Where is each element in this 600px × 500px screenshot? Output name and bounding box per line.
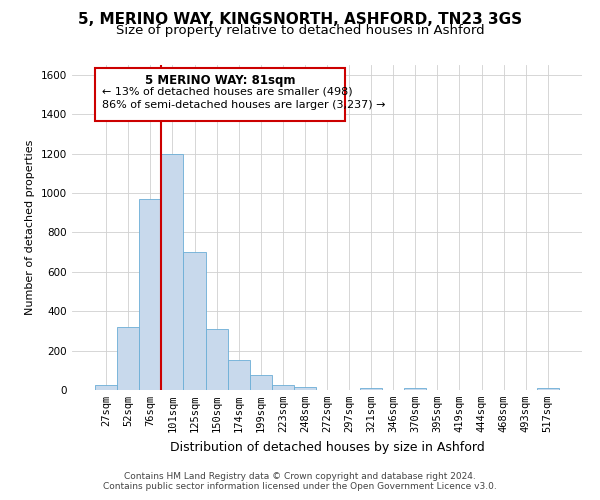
Text: 86% of semi-detached houses are larger (3,237) →: 86% of semi-detached houses are larger (…	[102, 100, 385, 110]
Bar	[272, 385, 294, 390]
Bar	[404, 388, 427, 390]
Bar	[95, 385, 117, 390]
Bar	[537, 388, 559, 390]
Text: 5, MERINO WAY, KINGSNORTH, ASHFORD, TN23 3GS: 5, MERINO WAY, KINGSNORTH, ASHFORD, TN23…	[78, 12, 522, 28]
Bar	[206, 329, 227, 390]
Bar	[250, 375, 272, 390]
Text: ← 13% of detached houses are smaller (498): ← 13% of detached houses are smaller (49…	[102, 86, 352, 97]
Bar	[184, 252, 206, 390]
Bar	[360, 388, 382, 390]
FancyBboxPatch shape	[95, 68, 344, 121]
Bar	[294, 387, 316, 390]
Text: Contains HM Land Registry data © Crown copyright and database right 2024.: Contains HM Land Registry data © Crown c…	[124, 472, 476, 481]
Bar	[227, 360, 250, 390]
Text: Contains public sector information licensed under the Open Government Licence v3: Contains public sector information licen…	[103, 482, 497, 491]
Text: Size of property relative to detached houses in Ashford: Size of property relative to detached ho…	[116, 24, 484, 37]
Bar	[161, 154, 184, 390]
Bar	[139, 199, 161, 390]
Bar	[117, 327, 139, 390]
X-axis label: Distribution of detached houses by size in Ashford: Distribution of detached houses by size …	[170, 440, 484, 454]
Y-axis label: Number of detached properties: Number of detached properties	[25, 140, 35, 315]
Text: 5 MERINO WAY: 81sqm: 5 MERINO WAY: 81sqm	[145, 74, 295, 87]
